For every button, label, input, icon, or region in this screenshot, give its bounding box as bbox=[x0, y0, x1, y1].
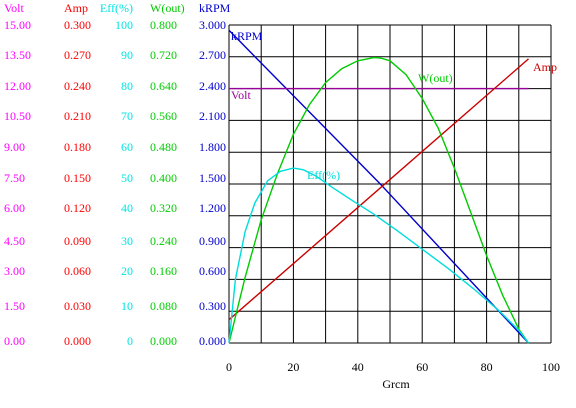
scale-tick-volt: 0.00 bbox=[4, 334, 25, 348]
series-label-krpm: kRPM bbox=[231, 29, 263, 43]
scale-tick-eff: 100 bbox=[115, 18, 133, 32]
scale-header-volt: Volt bbox=[4, 1, 24, 15]
scale-tick-eff: 90 bbox=[121, 48, 133, 62]
x-tick-label: 40 bbox=[352, 360, 364, 374]
scale-tick-amp: 0.000 bbox=[64, 334, 91, 348]
x-tick-label: 0 bbox=[226, 360, 232, 374]
scale-tick-krpm: 1.800 bbox=[199, 140, 226, 154]
scale-tick-amp: 0.060 bbox=[64, 264, 91, 278]
series-line-amp bbox=[228, 58, 529, 321]
scale-tick-wout: 0.560 bbox=[150, 109, 177, 123]
scale-tick-volt: 6.00 bbox=[4, 201, 25, 215]
scale-tick-volt: 10.50 bbox=[4, 109, 31, 123]
scale-tick-krpm: 0.300 bbox=[199, 299, 226, 313]
scale-tick-wout: 0.080 bbox=[150, 299, 177, 313]
scale-tick-volt: 1.50 bbox=[4, 299, 25, 313]
scale-tick-eff: 50 bbox=[121, 171, 133, 185]
scale-tick-amp: 0.150 bbox=[64, 171, 91, 185]
scale-header-eff: Eff(%) bbox=[100, 1, 133, 15]
scale-header-amp: Amp bbox=[64, 1, 88, 15]
x-tick-label: 80 bbox=[481, 360, 493, 374]
series-label-eff: Eff(%) bbox=[307, 168, 340, 182]
scale-tick-amp: 0.180 bbox=[64, 140, 91, 154]
scale-tick-krpm: 2.700 bbox=[199, 48, 226, 62]
scale-tick-eff: 40 bbox=[121, 201, 133, 215]
scale-tick-krpm: 1.500 bbox=[199, 171, 226, 185]
scale-tick-krpm: 0.600 bbox=[199, 264, 226, 278]
scale-tick-krpm: 2.400 bbox=[199, 79, 226, 93]
scale-tick-amp: 0.030 bbox=[64, 299, 91, 313]
scale-tick-volt: 12.00 bbox=[4, 79, 31, 93]
scale-tick-eff: 10 bbox=[121, 299, 133, 313]
scale-tick-krpm: 0.000 bbox=[199, 334, 226, 348]
scale-tick-amp: 0.300 bbox=[64, 18, 91, 32]
scale-tick-amp: 0.210 bbox=[64, 109, 91, 123]
x-tick-label: 60 bbox=[416, 360, 428, 374]
x-axis: 0 20 40 60 80 100 Grcm bbox=[226, 360, 560, 391]
x-axis-title: Grcm bbox=[382, 377, 410, 391]
x-tick-label: 100 bbox=[542, 360, 560, 374]
scale-tick-wout: 0.400 bbox=[150, 171, 177, 185]
scale-tick-eff: 0 bbox=[127, 334, 133, 348]
series-label-w-out: W(out) bbox=[418, 71, 453, 85]
scale-tick-volt: 4.50 bbox=[4, 234, 25, 248]
scale-tick-amp: 0.120 bbox=[64, 201, 91, 215]
scale-tick-eff: 60 bbox=[121, 140, 133, 154]
x-tick-label: 20 bbox=[287, 360, 299, 374]
series-line-w-out bbox=[228, 56, 530, 344]
scale-tick-krpm: 3.000 bbox=[199, 18, 226, 32]
scale-tick-wout: 0.800 bbox=[150, 18, 177, 32]
scale-tick-wout: 0.160 bbox=[150, 264, 177, 278]
scale-tick-eff: 20 bbox=[121, 264, 133, 278]
series-lines bbox=[228, 29, 530, 344]
series-line-krpm bbox=[228, 29, 530, 344]
scale-tick-krpm: 1.200 bbox=[199, 201, 226, 215]
scale-header-wout: W(out) bbox=[150, 1, 185, 15]
scale-header-krpm: kRPM bbox=[199, 1, 231, 15]
series-label-volt: Volt bbox=[231, 88, 251, 102]
scale-tick-volt: 7.50 bbox=[4, 171, 25, 185]
scale-tick-eff: 80 bbox=[121, 79, 133, 93]
scale-tick-wout: 0.320 bbox=[150, 201, 177, 215]
scale-tick-volt: 15.00 bbox=[4, 18, 31, 32]
scale-tick-volt: 3.00 bbox=[4, 264, 25, 278]
scale-tick-eff: 30 bbox=[121, 234, 133, 248]
scale-tick-wout: 0.480 bbox=[150, 140, 177, 154]
scale-tick-volt: 13.50 bbox=[4, 48, 31, 62]
series-labels: kRPM Volt Amp W(out) Eff(%) bbox=[231, 29, 557, 182]
scale-tick-krpm: 2.100 bbox=[199, 109, 226, 123]
scale-tick-wout: 0.720 bbox=[150, 48, 177, 62]
scale-tick-amp: 0.240 bbox=[64, 79, 91, 93]
axis-scales: Volt 15.00 13.50 12.00 10.50 9.00 7.50 6.00 4.50… bbox=[4, 1, 231, 348]
scale-tick-wout: 0.640 bbox=[150, 79, 177, 93]
scale-tick-amp: 0.090 bbox=[64, 234, 91, 248]
series-label-amp: Amp bbox=[533, 60, 557, 74]
scale-tick-eff: 70 bbox=[121, 109, 133, 123]
series-line-eff bbox=[228, 167, 530, 344]
scale-tick-amp: 0.270 bbox=[64, 48, 91, 62]
scale-tick-wout: 0.240 bbox=[150, 234, 177, 248]
scale-tick-wout: 0.000 bbox=[150, 334, 177, 348]
scale-tick-volt: 9.00 bbox=[4, 140, 25, 154]
scale-tick-krpm: 0.900 bbox=[199, 234, 226, 248]
